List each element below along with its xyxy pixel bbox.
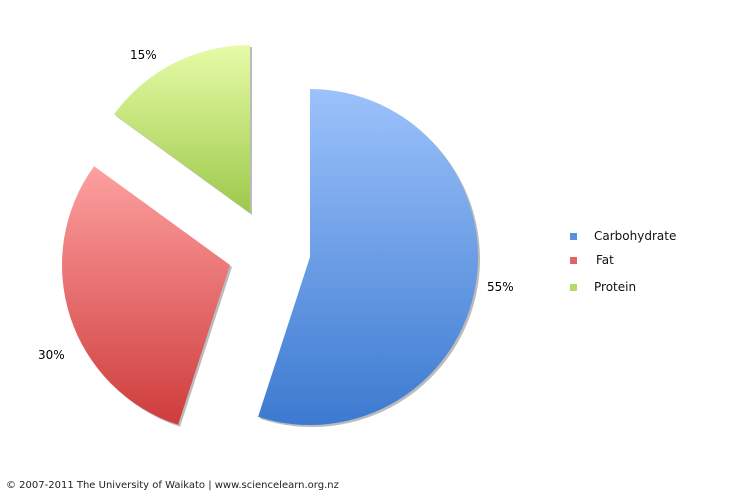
legend-label: Carbohydrate: [594, 229, 677, 243]
legend-item-carbohydrate: Carbohydrate: [570, 229, 676, 243]
copyright-footer: © 2007-2011 The University of Waikato | …: [6, 480, 339, 491]
legend-swatch: [570, 232, 577, 240]
legend-label: Protein: [594, 280, 637, 294]
pie-slice-carbohydrate: [258, 89, 478, 426]
legend-swatch: [570, 256, 577, 264]
legend-label: Fat: [596, 253, 614, 267]
legend-item-protein: Protein: [570, 280, 636, 294]
legend-swatch: [570, 283, 577, 291]
data-label-carbohydrate: 55%: [487, 280, 514, 294]
data-label-fat: 30%: [38, 348, 65, 362]
pie-slice-fat: [61, 166, 230, 425]
data-label-protein: 15%: [130, 48, 157, 62]
legend-item-fat: Fat: [570, 253, 614, 267]
pie-slice-protein: [114, 44, 250, 213]
